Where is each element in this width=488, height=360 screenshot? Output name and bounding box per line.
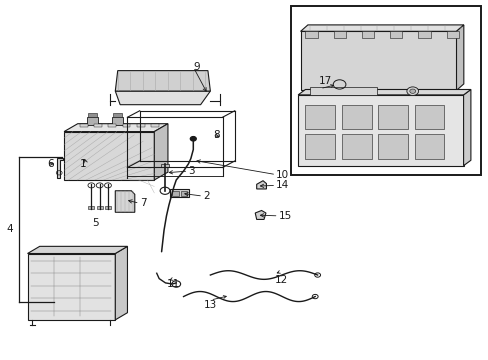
Text: 2: 2: [203, 191, 209, 201]
Bar: [446, 31, 458, 38]
Circle shape: [190, 136, 196, 141]
Bar: [389, 31, 402, 38]
Text: 10: 10: [276, 170, 289, 180]
Circle shape: [406, 87, 418, 95]
Text: 17: 17: [318, 76, 331, 86]
Bar: [414, 105, 444, 130]
Bar: [172, 191, 179, 196]
Bar: [88, 206, 94, 209]
Polygon shape: [154, 124, 167, 180]
Bar: [341, 134, 371, 159]
Bar: [151, 124, 158, 127]
Text: 16: 16: [439, 127, 452, 136]
Text: 9: 9: [193, 62, 200, 72]
Polygon shape: [115, 71, 210, 91]
Circle shape: [409, 89, 415, 93]
Bar: [418, 31, 430, 38]
Bar: [113, 113, 122, 117]
Bar: [378, 105, 407, 130]
Polygon shape: [463, 90, 470, 166]
Bar: [341, 105, 371, 130]
Polygon shape: [300, 25, 463, 31]
Bar: [378, 134, 407, 159]
Polygon shape: [456, 25, 463, 90]
Polygon shape: [57, 158, 63, 178]
Bar: [170, 189, 188, 197]
Polygon shape: [27, 253, 115, 320]
Bar: [80, 124, 88, 127]
Text: 14: 14: [276, 180, 289, 190]
Text: 1: 1: [79, 159, 86, 169]
Bar: [87, 117, 98, 126]
Bar: [94, 124, 102, 127]
Polygon shape: [115, 91, 210, 105]
Bar: [88, 113, 97, 117]
Bar: [361, 31, 373, 38]
Bar: [333, 31, 345, 38]
Polygon shape: [298, 90, 470, 95]
Bar: [298, 95, 463, 166]
Polygon shape: [255, 211, 265, 220]
Bar: [310, 87, 376, 95]
Text: 5: 5: [92, 218, 99, 228]
Polygon shape: [27, 246, 127, 253]
Polygon shape: [115, 191, 135, 212]
Bar: [160, 164, 169, 167]
Text: 15: 15: [278, 211, 291, 221]
Polygon shape: [64, 124, 167, 132]
Bar: [122, 124, 130, 127]
Polygon shape: [115, 246, 127, 320]
Bar: [305, 105, 335, 130]
Bar: [105, 206, 111, 209]
Text: 3: 3: [188, 166, 195, 176]
Bar: [300, 31, 456, 90]
Bar: [290, 6, 480, 175]
Polygon shape: [64, 132, 154, 180]
Bar: [305, 31, 317, 38]
Bar: [108, 124, 116, 127]
Text: 13: 13: [203, 300, 217, 310]
Text: 12: 12: [274, 275, 287, 285]
Polygon shape: [256, 181, 266, 189]
Text: 11: 11: [167, 279, 180, 289]
Text: 4: 4: [7, 224, 13, 234]
Bar: [97, 206, 102, 209]
Text: 7: 7: [140, 198, 146, 208]
Bar: [414, 134, 444, 159]
Text: 8: 8: [212, 130, 219, 140]
Bar: [181, 191, 186, 196]
Bar: [305, 134, 335, 159]
Text: 6: 6: [47, 159, 54, 169]
Bar: [112, 117, 122, 126]
Bar: [137, 124, 144, 127]
